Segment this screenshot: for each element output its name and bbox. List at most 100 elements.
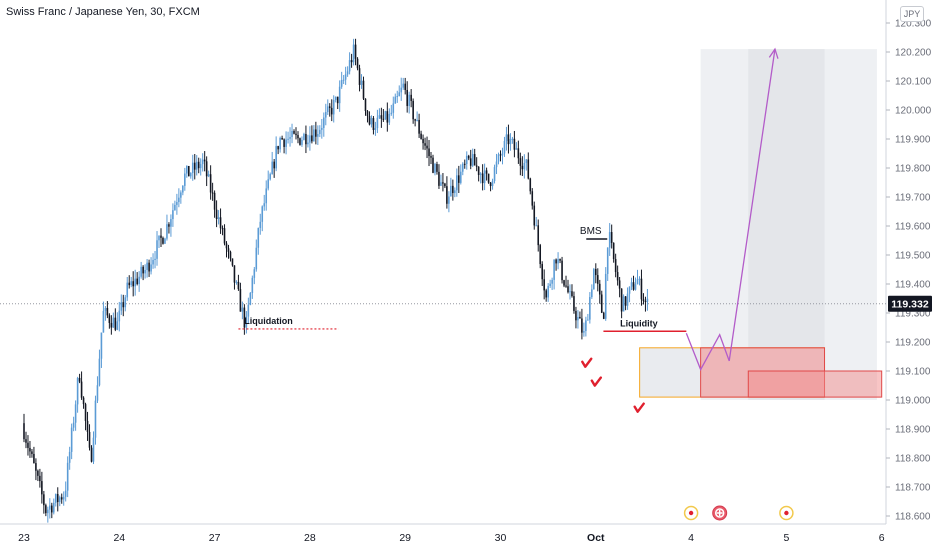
candle bbox=[263, 203, 266, 207]
candle bbox=[507, 134, 510, 145]
currency-badge[interactable]: JPY bbox=[900, 6, 924, 22]
candle bbox=[311, 135, 313, 142]
candle bbox=[187, 165, 190, 177]
current-price-badge[interactable] bbox=[888, 295, 932, 312]
candle bbox=[366, 110, 369, 116]
annotations[interactable]: Liquidation BMS Liquidity bbox=[238, 226, 687, 413]
candle bbox=[126, 282, 129, 298]
candle bbox=[332, 100, 335, 115]
candle bbox=[452, 185, 454, 194]
candle bbox=[45, 505, 47, 514]
candle bbox=[54, 494, 57, 503]
stop-zone-extended[interactable] bbox=[747, 370, 883, 398]
candle bbox=[618, 280, 621, 289]
candle bbox=[352, 44, 355, 63]
candle bbox=[122, 302, 125, 308]
candle bbox=[473, 154, 476, 166]
candle bbox=[400, 87, 403, 93]
candle bbox=[189, 173, 192, 177]
candle bbox=[140, 266, 142, 277]
candle bbox=[78, 377, 81, 382]
candle bbox=[559, 259, 561, 261]
candle bbox=[118, 310, 121, 322]
candle bbox=[485, 170, 488, 174]
event-icon-ring bbox=[714, 508, 725, 518]
candle bbox=[193, 162, 196, 170]
candle bbox=[378, 115, 381, 118]
candle bbox=[358, 68, 361, 85]
candle bbox=[463, 163, 466, 165]
candle bbox=[410, 94, 412, 101]
candle bbox=[545, 290, 547, 298]
candle bbox=[595, 268, 597, 276]
time-axis[interactable]: 23 24 27 28 29 30 Oct 4 5 6 bbox=[18, 532, 885, 544]
candle bbox=[368, 115, 371, 125]
candle bbox=[225, 243, 228, 249]
candle bbox=[261, 206, 264, 222]
candle bbox=[269, 174, 271, 180]
price-tick-label: 119.600 bbox=[895, 222, 931, 233]
candle bbox=[503, 141, 506, 154]
candle bbox=[436, 164, 438, 172]
candle bbox=[577, 316, 579, 321]
candle bbox=[547, 285, 549, 298]
candle bbox=[94, 400, 97, 438]
candle bbox=[565, 285, 567, 287]
candle bbox=[90, 447, 93, 462]
target-zone-dark[interactable] bbox=[748, 49, 825, 400]
candle bbox=[551, 279, 553, 284]
candle bbox=[120, 302, 123, 311]
candle bbox=[354, 44, 357, 59]
projection-arrow[interactable] bbox=[685, 47, 779, 372]
candle bbox=[394, 96, 397, 104]
price-tick-label: 119.200 bbox=[895, 338, 931, 349]
candle bbox=[483, 170, 486, 184]
candle bbox=[326, 106, 329, 113]
candle bbox=[622, 296, 625, 312]
current-price-label: 119.332 bbox=[891, 299, 929, 311]
projection-path[interactable] bbox=[685, 49, 776, 372]
candle bbox=[497, 154, 500, 162]
candle bbox=[136, 278, 138, 285]
candle bbox=[465, 155, 468, 165]
candle bbox=[390, 112, 393, 114]
candle bbox=[144, 269, 146, 274]
candle bbox=[293, 130, 295, 134]
event-icons[interactable] bbox=[683, 505, 794, 521]
candle bbox=[602, 312, 605, 319]
candle bbox=[458, 175, 460, 183]
price-axis[interactable]: 120.300 120.200 120.100 120.000 119.900 119.8… bbox=[886, 19, 932, 523]
candle bbox=[424, 143, 426, 146]
price-tick-label: 119.700 bbox=[895, 193, 931, 204]
candle bbox=[25, 439, 27, 443]
candle bbox=[229, 251, 232, 259]
candle bbox=[158, 235, 160, 241]
candle bbox=[197, 161, 200, 169]
candle bbox=[537, 225, 540, 246]
candle bbox=[364, 98, 367, 111]
candle bbox=[630, 282, 633, 287]
candle bbox=[241, 307, 244, 312]
candle bbox=[450, 185, 452, 197]
candle bbox=[376, 117, 379, 129]
time-tick-label: 24 bbox=[113, 532, 125, 544]
candle bbox=[166, 224, 168, 239]
candle bbox=[56, 494, 59, 503]
candle bbox=[561, 260, 563, 281]
candle bbox=[587, 319, 589, 321]
candle bbox=[132, 281, 134, 287]
price-tick-label: 119.900 bbox=[895, 135, 931, 146]
candle bbox=[640, 278, 643, 300]
candle bbox=[448, 196, 450, 204]
price-tick-label: 118.900 bbox=[895, 425, 931, 436]
trade-zones[interactable] bbox=[639, 49, 883, 400]
candle bbox=[186, 165, 188, 174]
check-icon bbox=[633, 402, 645, 413]
candle bbox=[142, 266, 144, 274]
time-tick-label: 4 bbox=[688, 532, 694, 544]
candle bbox=[328, 106, 331, 108]
candle bbox=[150, 264, 152, 272]
candle bbox=[563, 280, 565, 286]
time-tick-label: Oct bbox=[587, 532, 605, 544]
